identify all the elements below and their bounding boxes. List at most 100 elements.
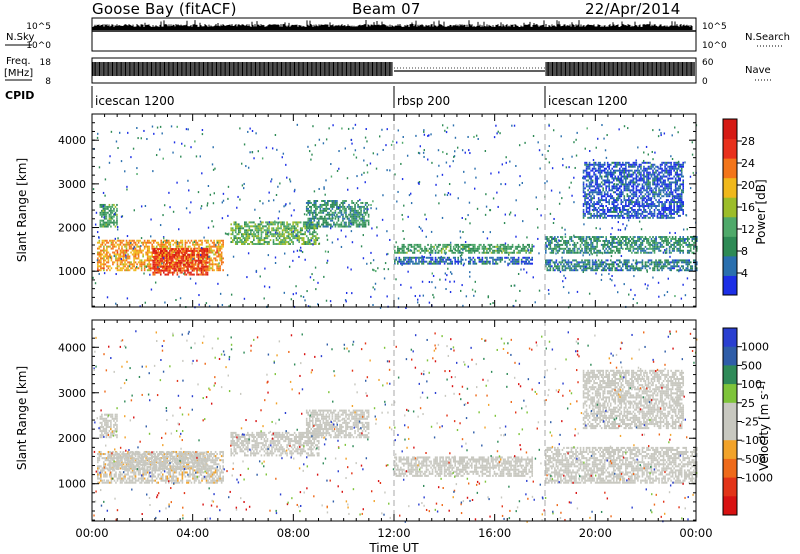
data-cell <box>361 205 364 208</box>
data-cell <box>203 273 206 276</box>
data-cell <box>363 209 365 212</box>
data-cell <box>310 233 313 236</box>
data-cell <box>683 241 686 244</box>
data-cell <box>416 243 419 246</box>
data-cell <box>413 245 416 248</box>
data-cell <box>152 241 155 244</box>
data-cell <box>327 213 329 216</box>
data-cell <box>319 203 322 206</box>
data-cell <box>163 259 166 262</box>
data-cell <box>593 207 595 209</box>
data-cell <box>612 210 615 213</box>
data-cell <box>594 236 597 239</box>
data-cell <box>403 260 405 263</box>
data-cell <box>342 213 344 216</box>
data-cell <box>325 207 328 210</box>
data-cell <box>178 263 181 266</box>
data-cell <box>327 221 329 224</box>
data-cell <box>295 237 297 240</box>
data-cell <box>416 262 419 265</box>
data-cell <box>510 247 512 250</box>
data-cell <box>685 243 688 246</box>
data-cell <box>606 177 609 180</box>
data-cell <box>197 273 200 276</box>
data-cell <box>134 261 137 264</box>
data-cell <box>101 253 104 256</box>
data-cell <box>239 231 242 234</box>
data-cell <box>348 205 350 208</box>
data-cell <box>514 262 517 265</box>
data-cell <box>570 239 573 242</box>
data-cell <box>529 247 532 250</box>
data-cell <box>593 171 595 174</box>
data-cell <box>193 253 195 256</box>
data-cell <box>502 247 505 250</box>
data-cell <box>367 221 370 224</box>
data-cell <box>650 259 653 262</box>
data-cell <box>567 259 570 262</box>
data-cell <box>361 213 364 216</box>
data-cell <box>513 256 515 259</box>
data-cell <box>611 167 614 170</box>
data-cell <box>658 265 660 268</box>
data-cell <box>196 241 199 244</box>
data-cell <box>569 261 571 264</box>
data-cell <box>155 269 158 272</box>
data-cell <box>305 209 308 212</box>
data-cell <box>357 211 359 214</box>
data-cell <box>471 258 473 261</box>
data-cell <box>124 269 126 272</box>
data-cell <box>137 255 140 258</box>
data-cell <box>646 269 648 272</box>
data-cell <box>187 269 189 272</box>
data-cell <box>436 251 438 254</box>
data-cell <box>551 241 553 244</box>
data-cell <box>464 258 467 261</box>
data-cell <box>467 256 470 259</box>
data-cell <box>213 245 215 248</box>
data-cell <box>504 245 506 248</box>
data-cell <box>206 261 209 264</box>
data-cell <box>164 257 167 260</box>
data-cell <box>149 241 152 244</box>
data-cell <box>275 229 278 232</box>
data-cell <box>185 269 188 272</box>
data-cell <box>290 233 293 236</box>
data-cell <box>626 236 629 239</box>
data-cell <box>191 265 194 268</box>
data-cell <box>593 239 595 242</box>
data-cell <box>307 203 310 206</box>
data-cell <box>202 248 204 251</box>
data-cell <box>608 179 611 182</box>
data-cell <box>582 214 585 217</box>
data-cell <box>588 208 591 211</box>
data-cell <box>584 197 586 200</box>
data-cell <box>691 236 694 239</box>
data-cell <box>549 251 552 254</box>
data-cell <box>449 258 452 261</box>
data-cell <box>637 251 639 254</box>
data-cell <box>415 258 417 261</box>
data-cell <box>130 247 132 250</box>
data-cell <box>667 241 669 244</box>
data-cell <box>257 231 260 234</box>
data-cell <box>467 249 470 252</box>
data-cell <box>314 227 317 230</box>
data-cell <box>119 241 122 244</box>
data-cell <box>464 245 467 248</box>
data-cell <box>457 243 460 246</box>
data-cell <box>173 269 176 272</box>
data-cell <box>409 258 411 261</box>
data-cell <box>349 219 352 222</box>
data-cell <box>671 247 674 250</box>
data-cell <box>256 229 258 232</box>
data-cell <box>247 231 249 234</box>
data-cell <box>679 243 681 246</box>
data-cell <box>467 251 470 254</box>
data-cell <box>551 238 553 240</box>
data-cell <box>146 257 149 260</box>
data-cell <box>119 239 122 242</box>
data-cell <box>679 241 681 244</box>
data-cell <box>331 219 334 222</box>
data-cell <box>199 267 201 270</box>
